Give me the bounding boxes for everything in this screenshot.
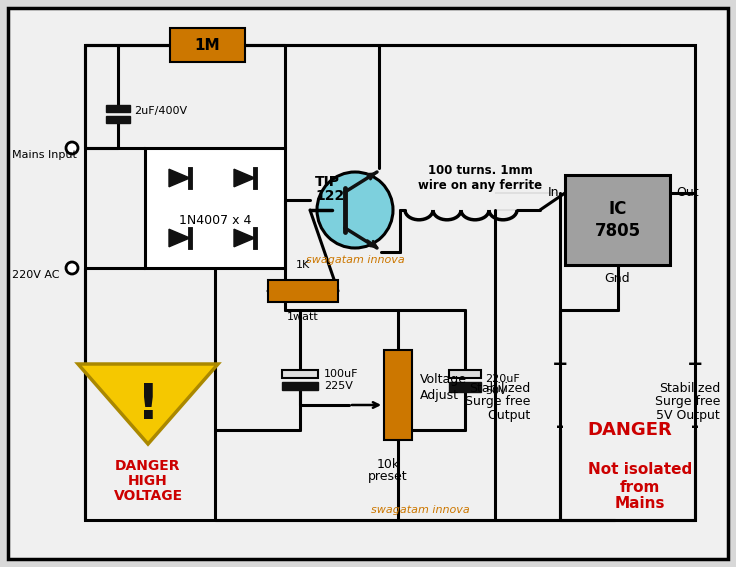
Text: swagatam innova: swagatam innova xyxy=(305,255,404,265)
Text: Stabilized: Stabilized xyxy=(659,382,720,395)
Text: 122: 122 xyxy=(315,189,344,203)
Text: 1N4007 x 4: 1N4007 x 4 xyxy=(179,214,251,226)
Bar xyxy=(170,28,245,62)
Text: Voltage: Voltage xyxy=(420,374,467,387)
Polygon shape xyxy=(169,169,190,187)
Bar xyxy=(449,382,481,392)
Text: TIP: TIP xyxy=(315,175,340,189)
Circle shape xyxy=(317,172,393,248)
Text: preset: preset xyxy=(368,470,408,483)
Text: 10k: 10k xyxy=(376,458,400,471)
Bar xyxy=(268,280,338,302)
Bar xyxy=(282,382,318,390)
Bar xyxy=(85,45,695,520)
Text: Output: Output xyxy=(486,409,530,422)
Text: Surge free: Surge free xyxy=(654,396,720,408)
Text: Surge free: Surge free xyxy=(464,396,530,408)
Text: Not isolated: Not isolated xyxy=(588,463,692,477)
Bar xyxy=(282,370,318,378)
Bar xyxy=(449,370,481,378)
Text: Mains: Mains xyxy=(615,497,665,511)
Text: from: from xyxy=(620,480,660,494)
Text: swagatam innova: swagatam innova xyxy=(371,505,470,515)
Text: +: + xyxy=(552,356,568,374)
Text: IC: IC xyxy=(609,200,626,218)
Text: 2uF/400V: 2uF/400V xyxy=(134,106,187,116)
Polygon shape xyxy=(169,229,190,247)
Bar xyxy=(106,116,130,123)
Text: 1M: 1M xyxy=(195,37,220,53)
Bar xyxy=(106,105,130,112)
Text: 1K: 1K xyxy=(296,260,310,270)
Polygon shape xyxy=(234,169,255,187)
Text: -: - xyxy=(691,417,699,437)
Bar xyxy=(384,350,412,440)
Text: 7805: 7805 xyxy=(595,222,640,240)
Text: DANGER: DANGER xyxy=(587,421,673,439)
Text: In: In xyxy=(548,187,559,200)
Text: Gnd: Gnd xyxy=(605,273,630,286)
Text: Mains Input: Mains Input xyxy=(12,150,77,160)
Bar xyxy=(565,175,670,265)
Text: 100 turns. 1mm
wire on any ferrite: 100 turns. 1mm wire on any ferrite xyxy=(418,164,542,192)
Polygon shape xyxy=(78,364,218,444)
Text: 220V AC: 220V AC xyxy=(12,270,60,280)
Text: 100uF
225V: 100uF 225V xyxy=(324,369,358,391)
Bar xyxy=(145,148,285,268)
Circle shape xyxy=(66,142,78,154)
Text: 220uF
50V: 220uF 50V xyxy=(485,374,520,396)
Text: -: - xyxy=(556,417,564,437)
Polygon shape xyxy=(234,229,255,247)
Text: Adjust: Adjust xyxy=(420,388,459,401)
Text: VOLTAGE: VOLTAGE xyxy=(113,489,183,503)
Text: Stabilized: Stabilized xyxy=(469,382,530,395)
Text: HIGH: HIGH xyxy=(128,474,168,488)
Text: !: ! xyxy=(137,381,160,429)
Text: Out: Out xyxy=(676,187,698,200)
Circle shape xyxy=(66,262,78,274)
Text: 5V Output: 5V Output xyxy=(657,409,720,422)
Text: +: + xyxy=(687,356,704,374)
Text: DANGER: DANGER xyxy=(116,459,181,473)
Text: 1watt: 1watt xyxy=(287,312,319,322)
